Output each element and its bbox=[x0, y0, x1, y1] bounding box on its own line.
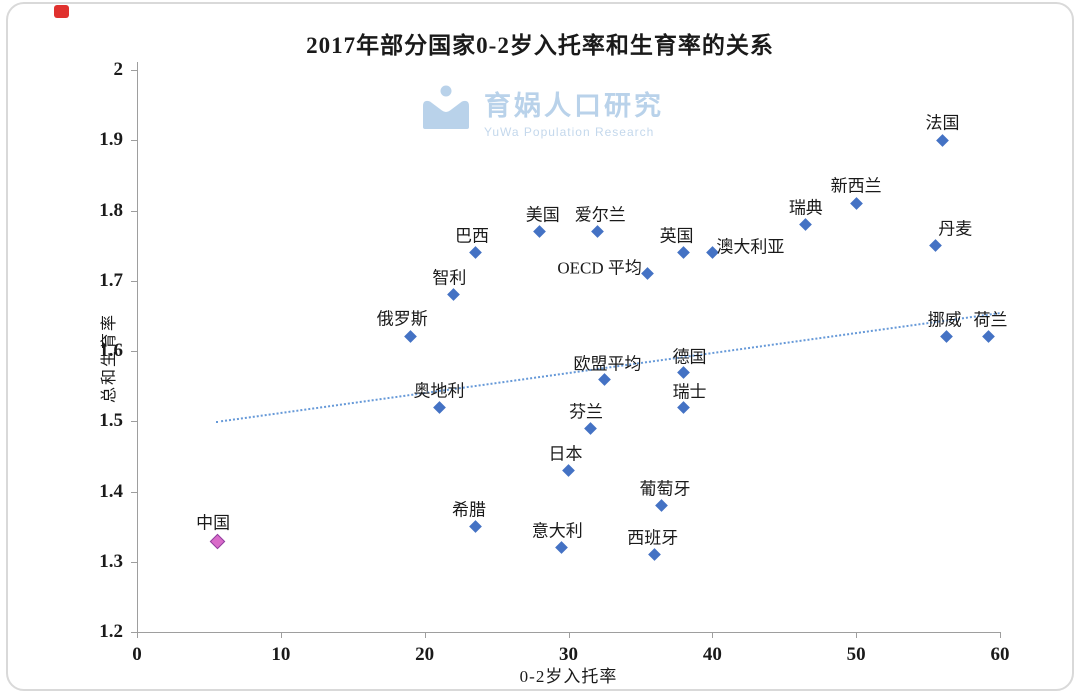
data-point-label: 瑞士 bbox=[672, 382, 707, 402]
data-point bbox=[655, 499, 669, 512]
data-point bbox=[468, 520, 482, 533]
x-tick-mark bbox=[1000, 632, 1001, 638]
data-point bbox=[799, 218, 813, 231]
data-point bbox=[468, 246, 482, 260]
y-tick-label: 1.3 bbox=[99, 550, 123, 572]
data-point-label: 奥地利 bbox=[413, 381, 465, 401]
y-tick-mark bbox=[131, 632, 137, 633]
y-axis bbox=[137, 62, 138, 632]
data-point bbox=[936, 133, 949, 147]
data-point-label: 俄罗斯 bbox=[376, 309, 428, 329]
y-tick-mark bbox=[131, 351, 137, 352]
data-point-label: 意大利 bbox=[531, 521, 583, 541]
x-tick-label: 0 bbox=[132, 644, 142, 665]
data-point-label: 德国 bbox=[672, 347, 707, 367]
data-point-label: OECD 平均 bbox=[557, 258, 642, 278]
watermark-brand: 育娲人口研究 bbox=[484, 91, 664, 121]
y-tick-label: 1.6 bbox=[99, 340, 123, 361]
data-point-label: 丹麦 bbox=[938, 219, 973, 239]
y-tick-mark bbox=[131, 70, 137, 71]
data-point-highlight bbox=[209, 533, 225, 550]
y-tick-label: 1.2 bbox=[99, 621, 123, 642]
data-point-label: 法国 bbox=[925, 113, 960, 133]
x-tick-mark bbox=[712, 632, 714, 638]
x-axis-title: 0-2岁入托率 bbox=[519, 667, 618, 686]
data-point bbox=[533, 225, 547, 238]
x-tick-label: 30 bbox=[559, 644, 578, 665]
y-tick-mark bbox=[131, 280, 137, 282]
y-tick-label: 1.4 bbox=[99, 480, 123, 502]
x-tick-mark bbox=[280, 632, 282, 638]
yuwa-logo-icon bbox=[423, 85, 469, 129]
x-tick-label: 10 bbox=[271, 644, 291, 665]
y-tick-label: 1.5 bbox=[99, 410, 123, 432]
data-point bbox=[554, 541, 568, 555]
data-point-label: 巴西 bbox=[455, 226, 489, 246]
data-point bbox=[562, 464, 575, 477]
data-point-label: 芬兰 bbox=[569, 402, 604, 422]
data-point bbox=[982, 330, 995, 344]
y-tick-mark bbox=[131, 210, 137, 212]
watermark-text: 育娲人口研究 YuWa Population Research bbox=[484, 84, 664, 139]
y-tick-mark bbox=[131, 561, 137, 563]
chart-title: 2017年部分国家0-2岁入托率和生育率的关系 bbox=[306, 33, 774, 58]
data-point bbox=[447, 288, 460, 302]
y-tick-label: 1.7 bbox=[99, 269, 123, 291]
watermark-subtitle: YuWa Population Research bbox=[484, 125, 655, 139]
data-point bbox=[648, 548, 662, 562]
data-point bbox=[598, 372, 611, 386]
data-point-label: 荷兰 bbox=[973, 310, 1008, 330]
data-point bbox=[583, 421, 597, 435]
data-point-label: 欧盟平均 bbox=[573, 354, 642, 374]
watermark: 育娲人口研究 YuWa Population Research bbox=[420, 84, 664, 139]
data-point-label: 西班牙 bbox=[627, 528, 679, 548]
data-point bbox=[940, 330, 954, 344]
x-tick-label: 20 bbox=[415, 644, 435, 665]
data-point-label: 英国 bbox=[659, 226, 694, 246]
y-tick-mark bbox=[131, 140, 137, 142]
data-point-label: 葡萄牙 bbox=[639, 479, 691, 499]
data-point-label: 澳大利亚 bbox=[716, 237, 785, 257]
y-tick-label: 1.9 bbox=[99, 129, 123, 151]
data-point bbox=[928, 239, 942, 252]
y-tick-mark bbox=[131, 421, 137, 423]
corner-mark bbox=[54, 5, 69, 18]
x-tick-label: 50 bbox=[846, 644, 866, 665]
x-tick-label: 40 bbox=[702, 644, 722, 665]
data-point-label: 希腊 bbox=[452, 500, 486, 520]
y-tick-mark bbox=[131, 491, 137, 493]
x-tick-mark bbox=[856, 632, 858, 638]
data-point-label: 日本 bbox=[548, 444, 583, 464]
data-point bbox=[849, 197, 863, 210]
data-point-label: 爱尔兰 bbox=[574, 205, 626, 225]
data-point bbox=[403, 330, 417, 344]
x-tick-label: 60 bbox=[990, 644, 1010, 665]
data-point bbox=[677, 246, 690, 260]
data-point bbox=[432, 400, 446, 414]
data-point-label: 瑞典 bbox=[788, 198, 823, 218]
y-axis-title: 总和生育率 bbox=[101, 312, 119, 404]
data-point bbox=[590, 225, 604, 238]
data-point bbox=[677, 365, 690, 379]
data-point-label: 智利 bbox=[432, 268, 467, 288]
x-tick-mark bbox=[568, 632, 570, 638]
y-tick-label: 1.8 bbox=[99, 199, 123, 221]
data-point-label: 新西兰 bbox=[830, 176, 882, 196]
data-point-label: 美国 bbox=[525, 205, 560, 225]
data-point-label: 中国 bbox=[196, 513, 231, 533]
x-tick-mark bbox=[137, 632, 138, 638]
data-point-label: 挪威 bbox=[927, 310, 962, 330]
data-point bbox=[641, 267, 654, 281]
data-point bbox=[677, 400, 690, 414]
y-tick-label: 2 bbox=[113, 59, 124, 80]
x-tick-mark bbox=[424, 632, 426, 638]
